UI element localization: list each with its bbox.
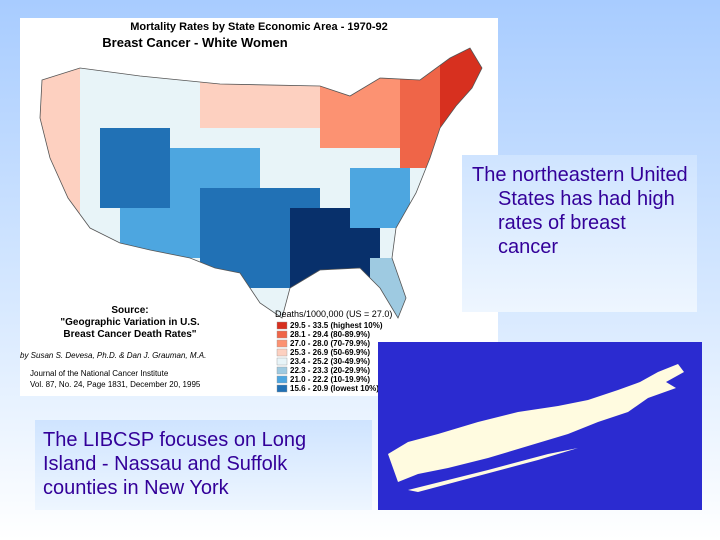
legend-label: 23.4 - 25.2 (30-49.9%) [290,357,370,366]
map-subtitle: Breast Cancer - White Women [102,35,287,50]
source-heading: Source: [111,305,148,316]
legend-label: 21.0 - 22.2 (10-19.9%) [290,375,370,384]
legend-swatch [276,357,288,366]
legend-swatch [276,321,288,330]
legend-swatch [276,348,288,357]
legend-label: 22.3 - 23.3 (20-29.9%) [290,366,370,375]
legend-swatch [276,330,288,339]
source-authors: by Susan S. Devesa, Ph.D. & Dan J. Graum… [20,351,206,360]
legend-label: 15.6 - 20.9 (lowest 10%) [290,384,379,393]
legend-label: 25.3 - 26.9 (50-69.9%) [290,348,370,357]
us-outline [39,47,483,319]
legend-label: 28.1 - 29.4 (80-89.9%) [290,330,370,339]
legend-title: Deaths/1000,000 (US = 27.0) [275,309,392,319]
source: Source: "Geographic Variation in U.S. Br… [20,305,206,389]
map-panel: Mortality Rates by State Economic Area -… [20,18,498,396]
long-island-map [378,342,702,510]
island [388,364,684,482]
source-title: Breast Cancer Death Rates" [63,329,196,340]
legend: Deaths/1000,000 (US = 27.0) 29.5 - 33.5 … [275,309,392,393]
source-citation: Vol. 87, No. 24, Page 1831, December 20,… [30,380,201,389]
barrier-island [408,448,578,492]
callout-northeast: The northeastern United States has had h… [462,155,697,312]
source-journal: Journal of the National Cancer Institute [30,369,169,378]
legend-label: 27.0 - 28.0 (70-79.9%) [290,339,370,348]
callout-libcsp: The LIBCSP focuses on Long Island - Nass… [35,420,372,510]
legend-label: 29.5 - 33.5 (highest 10%) [290,321,383,330]
legend-swatch [276,339,288,348]
source-title: "Geographic Variation in U.S. [60,317,199,328]
map-svg: Mortality Rates by State Economic Area -… [20,21,483,393]
legend-swatch [276,366,288,375]
legend-swatch [276,375,288,384]
map-title: Mortality Rates by State Economic Area -… [130,21,388,33]
legend-swatch [276,384,288,393]
